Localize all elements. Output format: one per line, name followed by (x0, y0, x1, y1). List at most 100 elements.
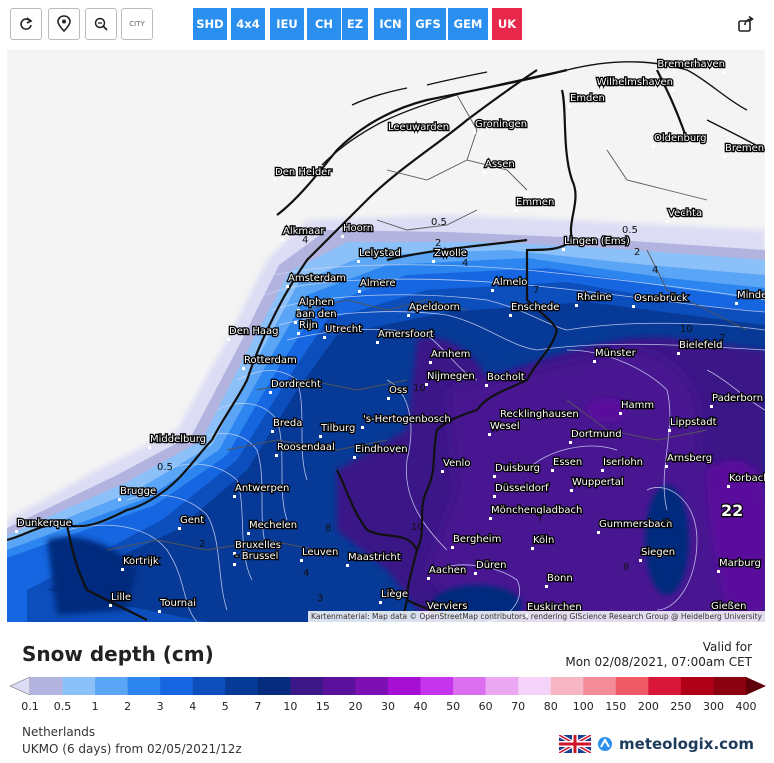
city-marker (488, 433, 491, 436)
scale-cell (713, 677, 747, 695)
city-label: Maastricht (348, 552, 401, 563)
city-marker (357, 260, 360, 263)
city-marker (668, 429, 671, 432)
city-label: Rijn (299, 320, 318, 331)
city-marker (247, 532, 250, 535)
city-label: Rheine (577, 292, 612, 303)
snow-field (7, 215, 765, 622)
region-label: Netherlands (22, 725, 96, 739)
scale-cell (225, 677, 259, 695)
refresh-button[interactable] (10, 8, 42, 40)
city-marker (286, 285, 289, 288)
city-marker (710, 405, 713, 408)
city-marker (593, 360, 596, 363)
city-label: Oss (389, 385, 407, 396)
city-marker (386, 134, 389, 137)
city-marker (281, 238, 284, 241)
max-value-label: 22 (721, 501, 743, 520)
model-button-4x4[interactable]: 4x4 (231, 8, 265, 40)
city-marker (485, 384, 488, 387)
city-marker (361, 426, 364, 429)
scale-cell (160, 677, 194, 695)
city-label: Den Helder (275, 167, 332, 178)
scale-cell (583, 677, 617, 695)
city-label: Lelystad (359, 248, 401, 259)
city-label: 's-Hertogenbosch (363, 414, 451, 425)
scale-cell (648, 677, 682, 695)
scale-cell (518, 677, 552, 695)
city-label: Utrecht (325, 324, 362, 335)
scale-tick: 0.1 (21, 700, 39, 713)
scale-arrow-high (746, 677, 766, 695)
refresh-icon (20, 17, 33, 30)
city-marker (323, 336, 326, 339)
city-marker (294, 321, 297, 324)
city-label: Arnsberg (667, 453, 712, 464)
location-button[interactable] (48, 8, 80, 40)
model-button-icn[interactable]: ICN (374, 8, 407, 40)
city-marker (473, 131, 476, 134)
city-marker (491, 289, 494, 292)
model-button-gfs[interactable]: GFS (410, 8, 446, 40)
model-button-ieu[interactable]: IEU (270, 8, 304, 40)
coastline (321, 61, 765, 166)
meteologix-logo-icon (598, 737, 613, 751)
model-button-ez[interactable]: EZ (342, 8, 368, 40)
city-label: Euskirchen (527, 602, 582, 613)
city-label: Wilhelmshaven (597, 77, 673, 88)
city-marker (121, 568, 124, 571)
zoom-out-button[interactable] (85, 8, 117, 40)
contour-label: 7 (537, 513, 543, 524)
city-label: Amersfoort (378, 329, 434, 340)
valid-time-block: Valid for Mon 02/08/2021, 07:00am CET (565, 640, 752, 670)
contour-label: 10 (411, 522, 424, 533)
map-attribution: Kartenmaterial: Map data © OpenStreetMap… (308, 611, 765, 622)
city-label: Lippstadt (670, 417, 717, 428)
city-marker (15, 530, 18, 533)
scale-cell (615, 677, 649, 695)
city-label: Dortmund (571, 429, 622, 440)
city-label: Mechelen (249, 520, 297, 531)
scale-tick: 7 (254, 700, 262, 713)
city-label: aan den (296, 309, 337, 320)
city-label: Rotterdam (244, 355, 297, 366)
city-label: Düren (476, 560, 506, 571)
city-marker (652, 145, 655, 148)
model-button-shd[interactable]: SHD (193, 8, 227, 40)
contour-labels: 0.5 0.5 2 4 7 10 2 4 7 10 4 8 10 7 4 2 0.5 3 9 7 8 (157, 217, 725, 604)
city-label: Wuppertal (572, 477, 624, 488)
scale-tick: 30 (381, 700, 395, 713)
model-button-ch[interactable]: CH (307, 8, 341, 40)
city-label: Almelo (493, 277, 527, 288)
city-label: Arnhem (431, 349, 470, 360)
city-marker (723, 71, 726, 74)
contour-label: 0.5 (622, 225, 638, 236)
share-button[interactable] (730, 8, 762, 40)
city-marker (297, 332, 300, 335)
scale-tick: 10 (283, 700, 298, 713)
color-scale-bar (10, 676, 766, 696)
map-pin-icon (57, 15, 71, 33)
brand: meteologix.com (559, 735, 754, 753)
city-marker (451, 546, 454, 549)
city-marker (551, 469, 554, 472)
toolbar: CITY SHD 4x4 IEU CH EZ ICN GFS GEM UK (0, 0, 774, 50)
city-marker (271, 430, 274, 433)
city-marker (474, 572, 477, 575)
city-marker (353, 456, 356, 459)
city-marker (300, 559, 303, 562)
city-label: Groningen (475, 119, 527, 130)
city-toggle-button[interactable]: CITY (121, 8, 153, 40)
city-label: Zwolle (434, 248, 467, 259)
model-button-gem[interactable]: GEM (448, 8, 488, 40)
city-marker (319, 435, 322, 438)
model-button-uk[interactable]: UK (492, 8, 522, 40)
city-label: Oldenburg (654, 133, 706, 144)
city-label: Dordrecht (271, 379, 321, 390)
scale-cell (680, 677, 714, 695)
city-label: Roosendaal (277, 442, 335, 453)
city-label: Kortrijk (123, 556, 159, 567)
snow-depth-map[interactable]: Bremerhaven Wilhelmshaven Emden Leeuwarden G… (7, 50, 765, 622)
city-label: Gummersbach (599, 519, 672, 530)
city-marker (233, 563, 236, 566)
